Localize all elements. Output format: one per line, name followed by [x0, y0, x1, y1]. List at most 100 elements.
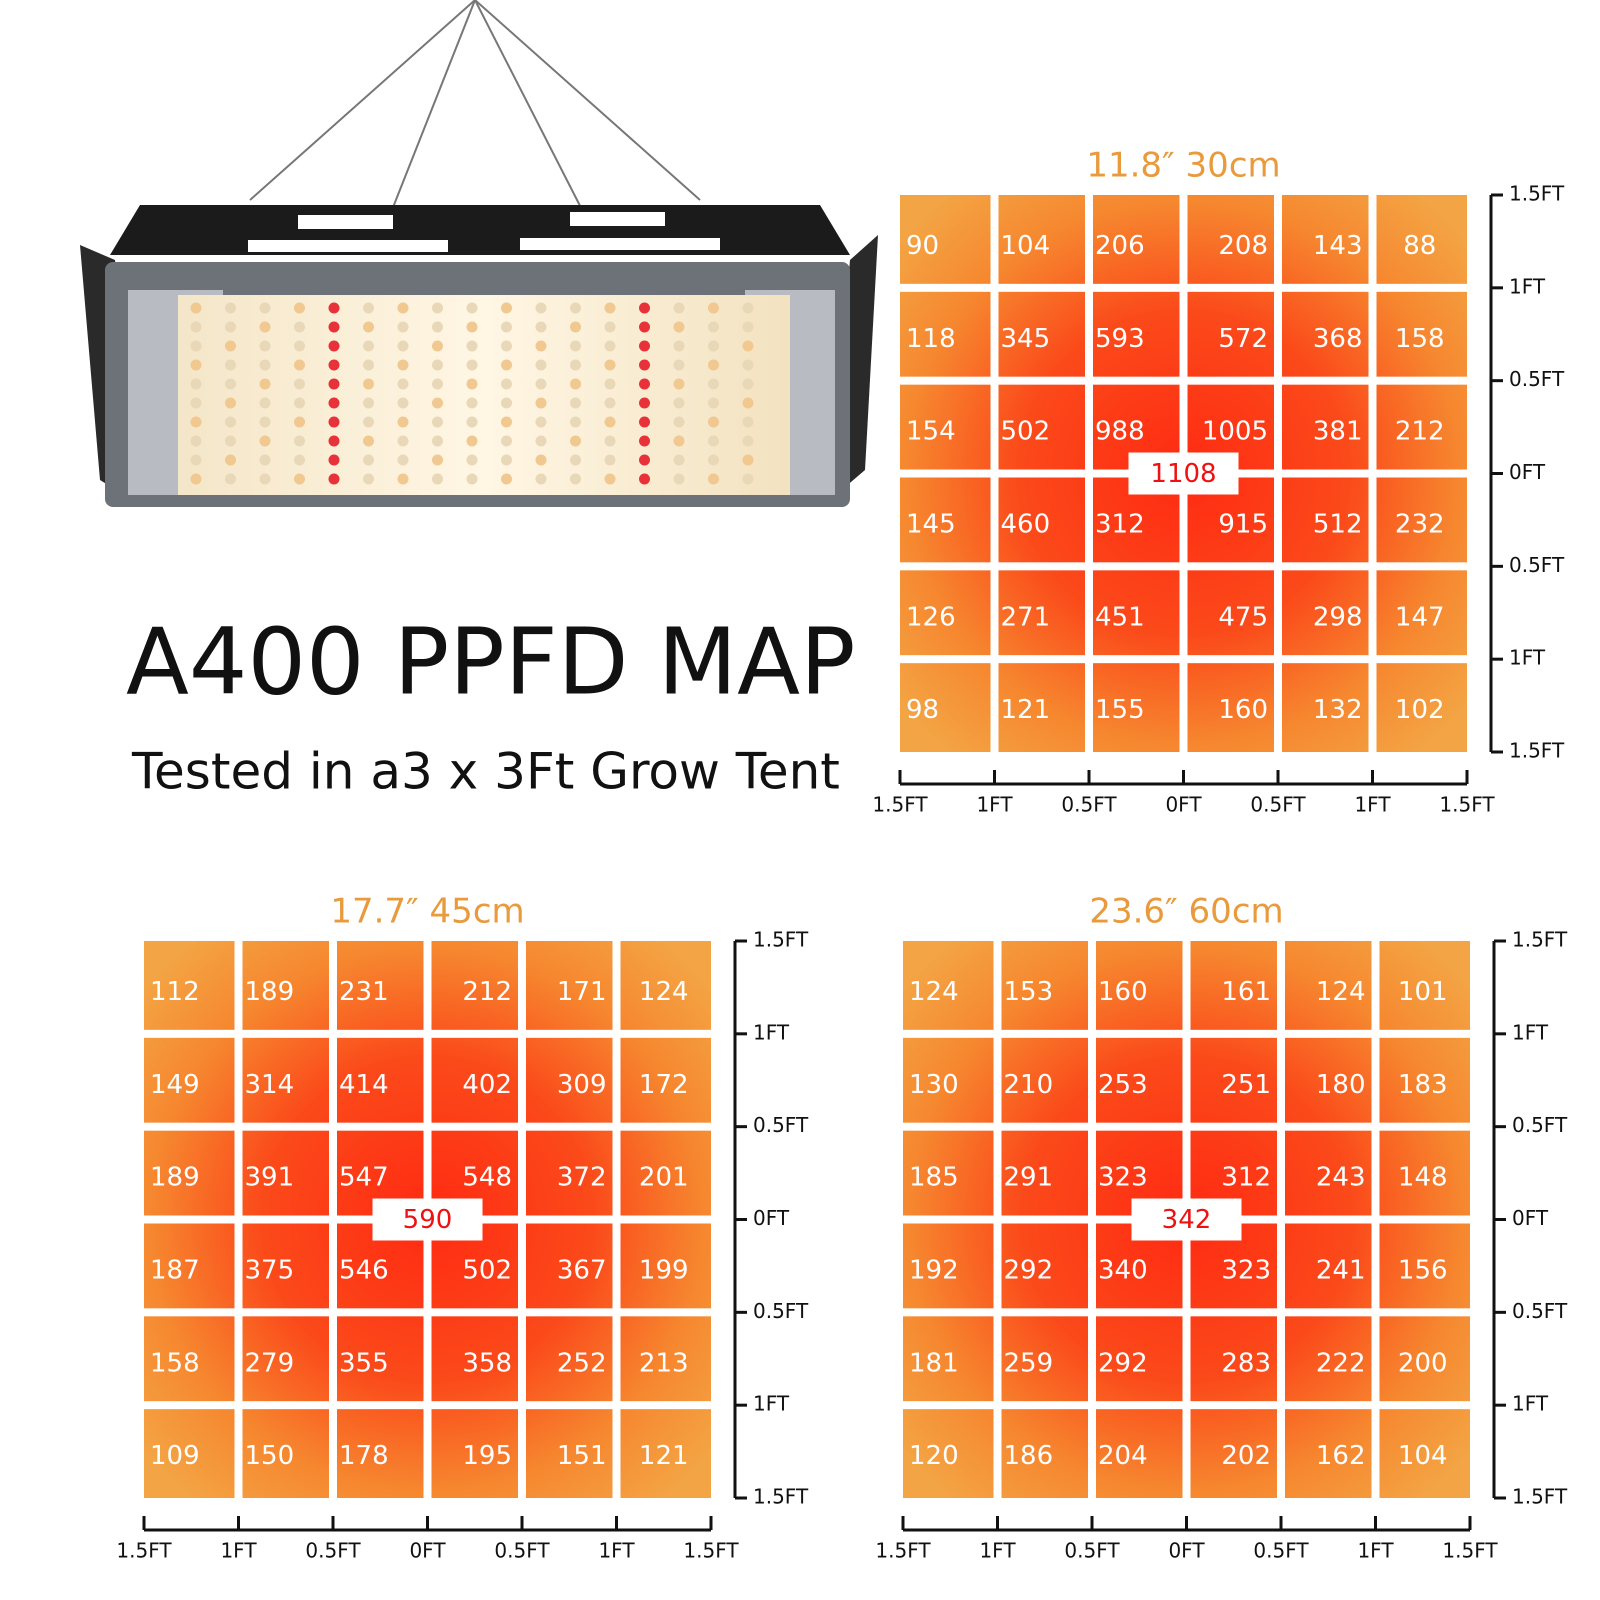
- ppfd-value: 546: [339, 1255, 389, 1285]
- page-title: A400 PPFD MAP: [126, 608, 856, 715]
- ppfd-value: 251: [1221, 1070, 1271, 1100]
- cell-divider: [1277, 941, 1285, 1498]
- ppfd-value: 121: [639, 1441, 689, 1471]
- ppfd-value: 292: [1004, 1255, 1054, 1285]
- cell-divider: [612, 941, 621, 1498]
- y-tick-label: 1FT: [753, 1392, 790, 1416]
- y-tick-label: 0.5FT: [1512, 1299, 1568, 1323]
- ppfd-value: 314: [245, 1070, 295, 1100]
- ppfd-value: 112: [150, 977, 200, 1007]
- map-title: 23.6″ 60cm: [1089, 892, 1283, 932]
- ppfd-value: 118: [906, 324, 956, 354]
- ppfd-value: 355: [339, 1348, 389, 1378]
- ppfd-value: 172: [639, 1070, 689, 1100]
- ppfd-value: 210: [1004, 1070, 1054, 1100]
- x-tick-label: 1.5FT: [875, 1539, 931, 1563]
- y-tick-label: 1.5FT: [1512, 928, 1568, 952]
- cell-divider: [903, 1308, 1470, 1317]
- ppfd-value: 171: [557, 977, 607, 1007]
- ppfd-value: 548: [462, 1163, 512, 1193]
- y-tick-label: 1FT: [1512, 1392, 1549, 1416]
- ppfd-value: 502: [1001, 417, 1051, 447]
- x-tick-label: 1FT: [220, 1539, 257, 1563]
- ppfd-map: 17.7″ 45cm 112 189 231 212 171 124 149 314 414 402…: [116, 892, 809, 1563]
- x-tick-label: 1FT: [598, 1539, 635, 1563]
- ppfd-value: 88: [1403, 231, 1436, 261]
- center-value: 1108: [1150, 459, 1216, 489]
- ppfd-value: 243: [1316, 1163, 1366, 1193]
- ppfd-value: 121: [1001, 695, 1051, 725]
- y-tick-label: 0FT: [1509, 460, 1546, 484]
- ppfd-value: 1005: [1202, 417, 1268, 447]
- ppfd-value: 199: [639, 1255, 689, 1285]
- ppfd-value: 367: [557, 1255, 607, 1285]
- ppfd-value: 241: [1316, 1255, 1366, 1285]
- x-tick-label: 1.5FT: [1442, 1539, 1498, 1563]
- ppfd-value: 291: [1004, 1163, 1054, 1193]
- ppfd-value: 153: [1004, 977, 1054, 1007]
- cell-divider: [144, 1401, 711, 1410]
- ppfd-value: 132: [1313, 695, 1363, 725]
- ppfd-value: 192: [909, 1255, 959, 1285]
- ppfd-value: 381: [1313, 417, 1363, 447]
- ppfd-value: 154: [906, 417, 956, 447]
- ppfd-value: 312: [1221, 1163, 1271, 1193]
- ppfd-value: 547: [339, 1163, 389, 1193]
- y-tick-label: 1.5FT: [753, 928, 809, 952]
- x-tick-label: 0.5FT: [1250, 793, 1306, 817]
- center-value: 342: [1162, 1205, 1212, 1235]
- y-tick-label: 0.5FT: [753, 1113, 809, 1137]
- x-tick-label: 0.5FT: [305, 1539, 361, 1563]
- x-tick-label: 1.5FT: [683, 1539, 739, 1563]
- cell-divider: [900, 655, 1467, 664]
- ppfd-value: 98: [906, 695, 939, 725]
- ppfd-value: 253: [1098, 1070, 1148, 1100]
- ppfd-value: 414: [339, 1070, 389, 1100]
- ppfd-value: 155: [1095, 695, 1145, 725]
- x-tick-label: 0FT: [1168, 1539, 1205, 1563]
- ppfd-value: 186: [1004, 1441, 1054, 1471]
- y-tick-label: 0FT: [1512, 1206, 1549, 1230]
- y-tick-label: 1FT: [753, 1020, 790, 1044]
- ppfd-value: 572: [1218, 324, 1268, 354]
- ppfd-value: 231: [339, 977, 389, 1007]
- ppfd-value: 271: [1001, 602, 1051, 632]
- ppfd-value: 124: [639, 977, 689, 1007]
- y-tick-label: 0.5FT: [1509, 367, 1565, 391]
- page-subtitle: Tested in a3 x 3Ft Grow Tent: [131, 743, 840, 801]
- ppfd-value: 206: [1095, 231, 1145, 261]
- ppfd-value: 252: [557, 1348, 607, 1378]
- ppfd-value: 208: [1218, 231, 1268, 261]
- ppfd-value: 259: [1004, 1348, 1054, 1378]
- ppfd-value: 147: [1395, 602, 1445, 632]
- ppfd-value: 145: [906, 509, 956, 539]
- ppfd-value: 158: [150, 1348, 200, 1378]
- y-tick-label: 1.5FT: [1509, 739, 1565, 763]
- cell-divider: [1371, 941, 1380, 1498]
- ppfd-value: 143: [1313, 231, 1363, 261]
- ppfd-value: 375: [245, 1255, 295, 1285]
- ppfd-value: 212: [1395, 417, 1445, 447]
- grow-light: [80, 0, 878, 507]
- x-tick-label: 1FT: [976, 793, 1013, 817]
- ppfd-value: 124: [1316, 977, 1366, 1007]
- ppfd-value: 391: [245, 1163, 295, 1193]
- ppfd-value: 202: [1221, 1441, 1271, 1471]
- ppfd-value: 104: [1398, 1441, 1448, 1471]
- ppfd-map: 11.8″ 30cm 90 104 206 208 143 88 118 345 593 572 36…: [872, 146, 1565, 817]
- y-tick-label: 1.5FT: [1512, 1485, 1568, 1509]
- y-tick-label: 1FT: [1509, 274, 1546, 298]
- x-tick-label: 0.5FT: [1253, 1539, 1309, 1563]
- ppfd-value: 160: [1218, 695, 1268, 725]
- ppfd-value: 345: [1001, 324, 1051, 354]
- x-tick-label: 1FT: [1357, 1539, 1394, 1563]
- ppfd-value: 160: [1098, 977, 1148, 1007]
- x-tick-label: 1FT: [1354, 793, 1391, 817]
- map-title: 17.7″ 45cm: [330, 892, 524, 932]
- ppfd-value: 475: [1218, 602, 1268, 632]
- ppfd-value: 148: [1398, 1163, 1448, 1193]
- ppfd-value: 104: [1001, 231, 1051, 261]
- ppfd-value: 126: [906, 602, 956, 632]
- ppfd-value: 109: [150, 1441, 200, 1471]
